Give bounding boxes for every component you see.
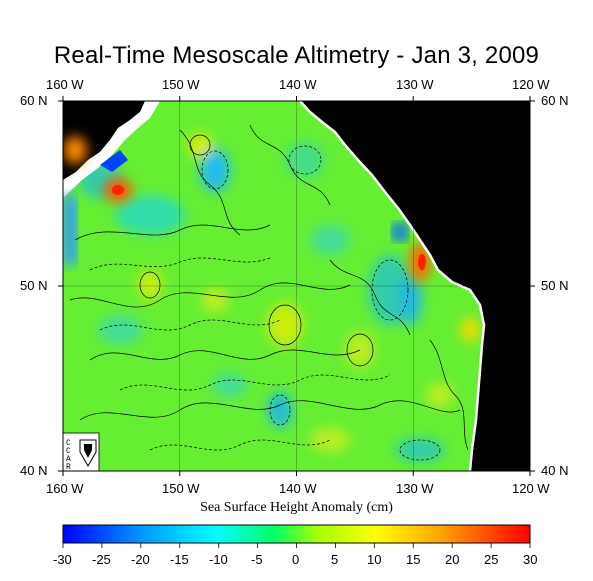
colorbar-tick-label: 15 [406, 552, 421, 567]
colorbar-tick-label: -5 [251, 552, 263, 567]
colorbar-tick-label: 5 [331, 552, 339, 567]
colorbar-tick-label: -10 [209, 552, 228, 567]
lon-label-bottom-120w: 120 W [512, 481, 550, 496]
lon-label-top-160w: 160 W [46, 77, 84, 92]
map-title: Real-Time Mesoscale Altimetry - Jan 3, 2… [53, 42, 540, 69]
ssh-field: C C A R [63, 101, 530, 472]
lon-label-bottom-130w: 130 W [396, 481, 434, 496]
svg-text:C: C [66, 439, 71, 448]
lat-label-left-50n: 50 N [20, 278, 48, 293]
lon-label-bottom-160w: 160 W [46, 481, 84, 496]
lon-label-bottom-140w: 140 W [279, 481, 317, 496]
lon-label-top-140w: 140 W [279, 77, 317, 92]
lat-label-left-60n: 60 N [20, 93, 48, 108]
lon-label-top-150w: 150 W [162, 77, 200, 92]
colorbar-tick-label: 30 [523, 552, 538, 567]
lat-label-left-40n: 40 N [20, 463, 48, 478]
colorbar-tick-label: 0 [292, 552, 300, 567]
colorbar-tick-label: 20 [445, 552, 460, 567]
colorbar [62, 524, 531, 544]
svg-text:C: C [66, 447, 71, 456]
colorbar-tick-label: -30 [53, 552, 72, 567]
lon-label-top-120w: 120 W [512, 77, 550, 92]
svg-text:A: A [66, 455, 71, 464]
colorbar-tick-label: -20 [131, 552, 150, 567]
colorbar-tick-label: -25 [92, 552, 111, 567]
lon-label-top-130w: 130 W [396, 77, 434, 92]
colorbar-title: Sea Surface Height Anomaly (cm) [200, 500, 393, 515]
colorbar-ticks [62, 543, 531, 548]
colorbar-tick-label: 25 [484, 552, 499, 567]
colorbar-tick-label: -15 [170, 552, 189, 567]
lon-label-bottom-150w: 150 W [162, 481, 200, 496]
colorbar-tick-label: 10 [367, 552, 382, 567]
lat-label-right-60n: 60 N [541, 93, 569, 108]
lat-label-right-40n: 40 N [541, 463, 569, 478]
ccar-logo [63, 432, 100, 471]
svg-text:R: R [66, 463, 71, 472]
lat-label-right-50n: 50 N [541, 278, 569, 293]
